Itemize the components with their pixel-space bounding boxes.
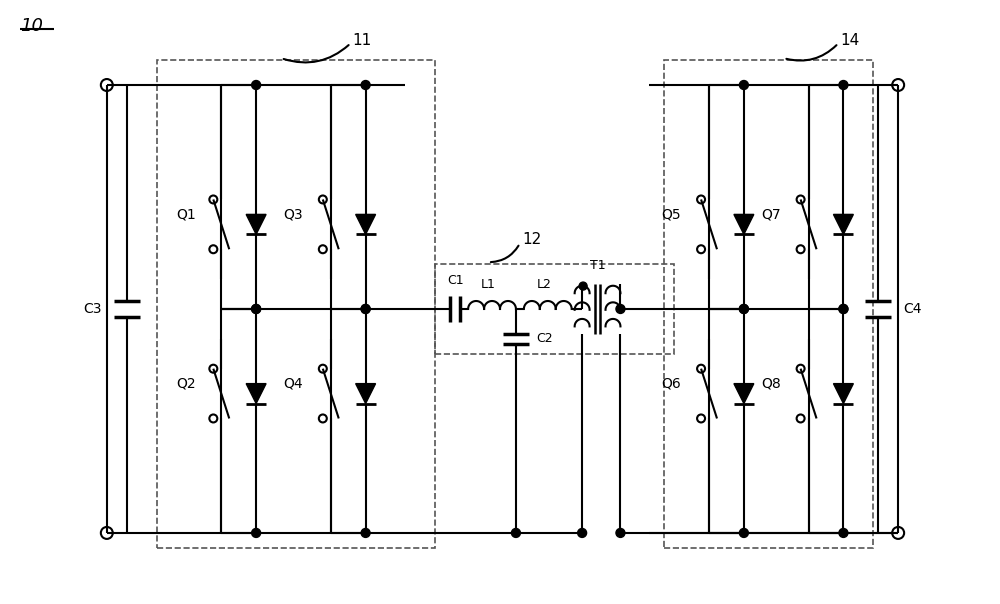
Circle shape	[361, 80, 370, 89]
Text: Q1: Q1	[177, 207, 196, 222]
Circle shape	[739, 304, 748, 313]
Text: C4: C4	[903, 302, 922, 316]
Circle shape	[361, 304, 370, 313]
Text: Q3: Q3	[283, 207, 303, 222]
Text: C3: C3	[83, 302, 102, 316]
Polygon shape	[833, 384, 853, 403]
Circle shape	[252, 304, 261, 313]
Circle shape	[839, 80, 848, 89]
Circle shape	[616, 528, 625, 538]
Circle shape	[739, 528, 748, 538]
Polygon shape	[356, 384, 376, 403]
Circle shape	[511, 528, 520, 538]
FancyArrowPatch shape	[491, 246, 519, 262]
Text: L1: L1	[481, 278, 495, 291]
Text: C1: C1	[447, 274, 464, 287]
Circle shape	[361, 528, 370, 538]
Polygon shape	[734, 214, 754, 234]
Circle shape	[616, 304, 625, 313]
Text: Q5: Q5	[661, 207, 681, 222]
Circle shape	[578, 528, 587, 538]
Text: C2: C2	[536, 332, 552, 345]
Text: Q2: Q2	[177, 377, 196, 391]
FancyArrowPatch shape	[786, 45, 836, 60]
Circle shape	[739, 80, 748, 89]
Circle shape	[839, 304, 848, 313]
Circle shape	[361, 304, 370, 313]
Text: Q4: Q4	[283, 377, 303, 391]
Circle shape	[739, 304, 748, 313]
Circle shape	[839, 304, 848, 313]
Polygon shape	[734, 384, 754, 403]
Text: 14: 14	[840, 33, 860, 48]
FancyArrowPatch shape	[284, 45, 349, 62]
Text: T1: T1	[590, 259, 605, 272]
Polygon shape	[246, 214, 266, 234]
Polygon shape	[356, 214, 376, 234]
Text: Q8: Q8	[761, 377, 781, 391]
Text: 12: 12	[522, 232, 541, 247]
Circle shape	[252, 528, 261, 538]
Circle shape	[252, 304, 261, 313]
Text: L2: L2	[536, 278, 551, 291]
Text: 10: 10	[20, 18, 43, 35]
Circle shape	[252, 80, 261, 89]
Circle shape	[579, 282, 587, 290]
Text: 11: 11	[353, 33, 372, 48]
Polygon shape	[246, 384, 266, 403]
Polygon shape	[833, 214, 853, 234]
Text: Q7: Q7	[761, 207, 781, 222]
Circle shape	[839, 528, 848, 538]
Text: Q6: Q6	[661, 377, 681, 391]
